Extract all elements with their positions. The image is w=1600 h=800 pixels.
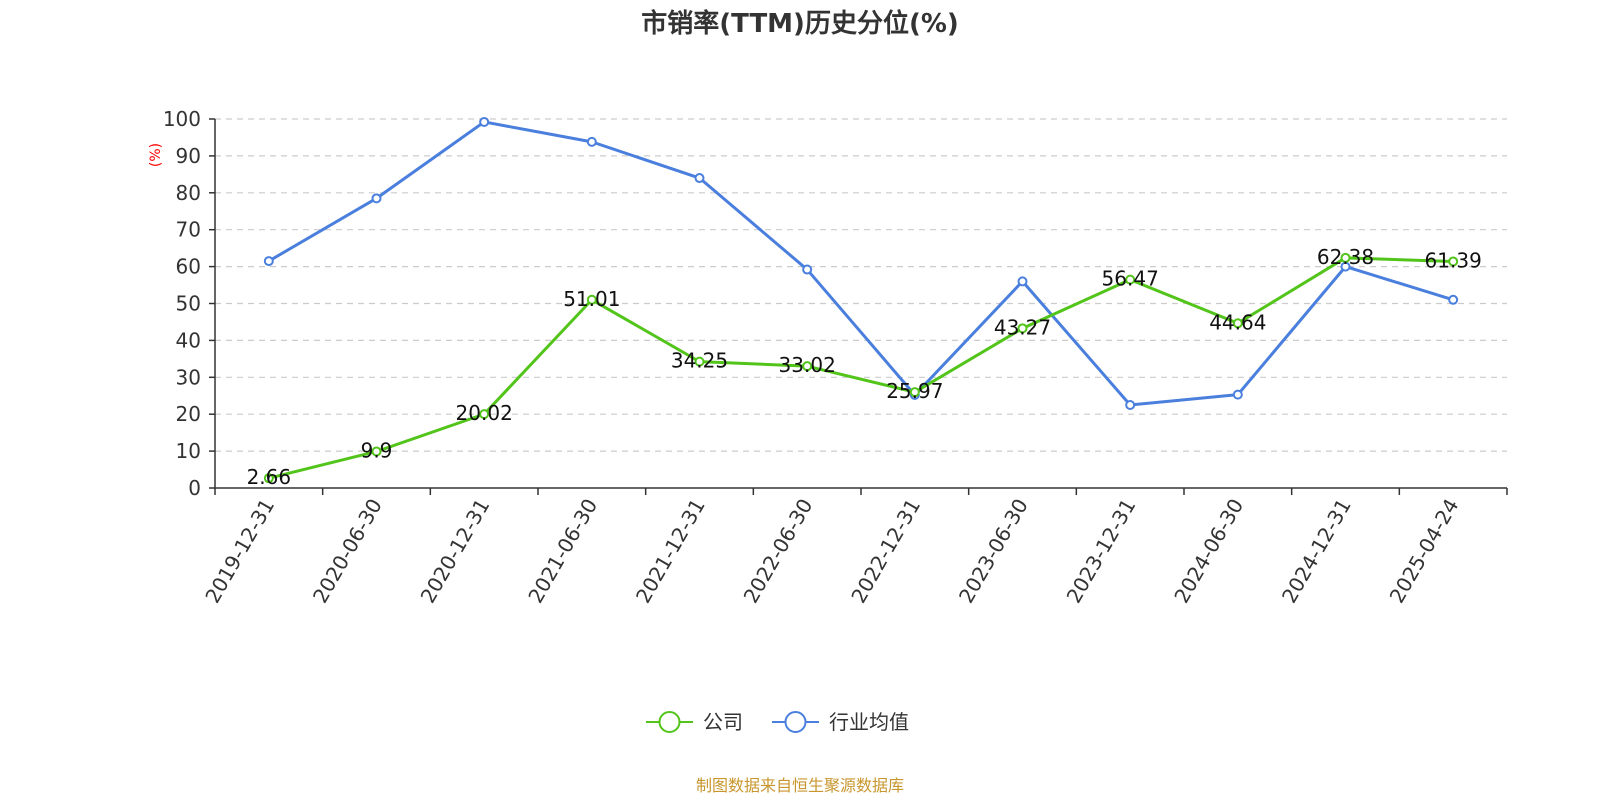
x-tick-label: 2023-06-30 xyxy=(954,495,1033,608)
chart-title: 市销率(TTM)历史分位(%) xyxy=(641,8,959,39)
y-tick-label: 100 xyxy=(163,107,201,131)
data-point[interactable] xyxy=(1017,323,1028,334)
data-point[interactable] xyxy=(694,173,705,184)
data-point[interactable] xyxy=(1448,256,1459,267)
data-point[interactable] xyxy=(1125,399,1136,410)
y-tick-label: 70 xyxy=(176,218,201,242)
x-tick-label: 2023-12-31 xyxy=(1062,495,1141,608)
data-point[interactable] xyxy=(263,473,274,484)
x-tick-label: 2024-12-31 xyxy=(1277,495,1356,608)
data-label: 62.38 xyxy=(1317,245,1374,269)
y-tick-label: 10 xyxy=(176,439,201,463)
x-tick-label: 2020-12-31 xyxy=(416,494,495,607)
y-tick-label: 50 xyxy=(176,292,201,316)
data-labels: 2.66 9.9 20.02 51.01 34.25 33.02 25.97 43.27 56.… xyxy=(247,245,1482,489)
data-point[interactable] xyxy=(586,136,597,147)
data-point[interactable] xyxy=(586,294,597,305)
y-tick-label: 90 xyxy=(176,144,201,168)
legend-item[interactable]: 公司 xyxy=(646,710,743,734)
y-tick-label: 30 xyxy=(176,365,201,389)
y-axis: 0 10 20 30 40 50 60 70 80 90 100 xyxy=(163,107,216,500)
source-note: 制图数据来自恒生聚源数据库 xyxy=(696,776,904,795)
data-point[interactable] xyxy=(1232,318,1243,329)
x-tick-label: 2024-06-30 xyxy=(1169,495,1248,608)
y-axis-label: (%) xyxy=(148,143,164,167)
data-point[interactable] xyxy=(371,446,382,457)
data-label: 61.39 xyxy=(1425,248,1482,272)
data-point[interactable] xyxy=(1125,274,1136,285)
data-point[interactable] xyxy=(263,256,274,267)
legend[interactable]: 公司 行业均值 xyxy=(646,710,909,734)
data-point[interactable] xyxy=(909,387,920,398)
x-tick-label: 2022-06-30 xyxy=(739,495,818,608)
legend-item[interactable]: 行业均值 xyxy=(772,710,909,734)
y-tick-label: 80 xyxy=(176,181,201,205)
data-label: 34.25 xyxy=(671,349,728,373)
grid-lines xyxy=(215,118,1507,452)
data-point[interactable] xyxy=(479,116,490,127)
y-tick-label: 20 xyxy=(176,402,201,426)
x-tick-label: 2019-12-31 xyxy=(200,495,279,608)
x-tick-label: 2020-06-30 xyxy=(308,495,387,608)
data-label: 9.9 xyxy=(361,438,393,462)
x-tick-label: 2021-12-31 xyxy=(631,495,710,608)
data-label: 56.47 xyxy=(1102,267,1159,291)
plot-area xyxy=(263,116,1459,484)
legend-label: 行业均值 xyxy=(829,710,909,734)
data-point[interactable] xyxy=(479,409,490,420)
x-tick-label: 2022-12-31 xyxy=(846,494,925,607)
data-point[interactable] xyxy=(1448,294,1459,305)
data-label: 33.02 xyxy=(779,353,836,377)
legend-label: 公司 xyxy=(703,710,743,734)
data-label: 2.66 xyxy=(247,465,292,489)
data-point[interactable] xyxy=(1340,252,1351,263)
data-point[interactable] xyxy=(1232,389,1243,400)
data-label: 20.02 xyxy=(456,401,513,425)
data-point[interactable] xyxy=(802,361,813,372)
series-line xyxy=(268,120,1454,407)
series-line xyxy=(268,256,1454,480)
y-tick-label: 0 xyxy=(188,476,201,500)
x-axis: 2019-12-31 2020-06-30 2020-12-31 2021-06-30… xyxy=(200,487,1508,608)
data-point[interactable] xyxy=(694,356,705,367)
data-label: 25.97 xyxy=(886,379,943,403)
x-tick-label: 2021-06-30 xyxy=(523,495,602,608)
data-point[interactable] xyxy=(1017,276,1028,287)
y-tick-label: 40 xyxy=(176,328,201,352)
data-point[interactable] xyxy=(371,193,382,204)
legend-marker xyxy=(658,711,681,733)
data-label: 43.27 xyxy=(994,315,1051,339)
data-label: 44.64 xyxy=(1209,310,1266,334)
y-tick-label: 60 xyxy=(176,255,201,279)
data-label: 51.01 xyxy=(563,287,620,311)
x-tick-label: 2025-04-24 xyxy=(1385,495,1464,608)
legend-marker xyxy=(784,711,807,733)
data-point[interactable] xyxy=(802,264,813,275)
